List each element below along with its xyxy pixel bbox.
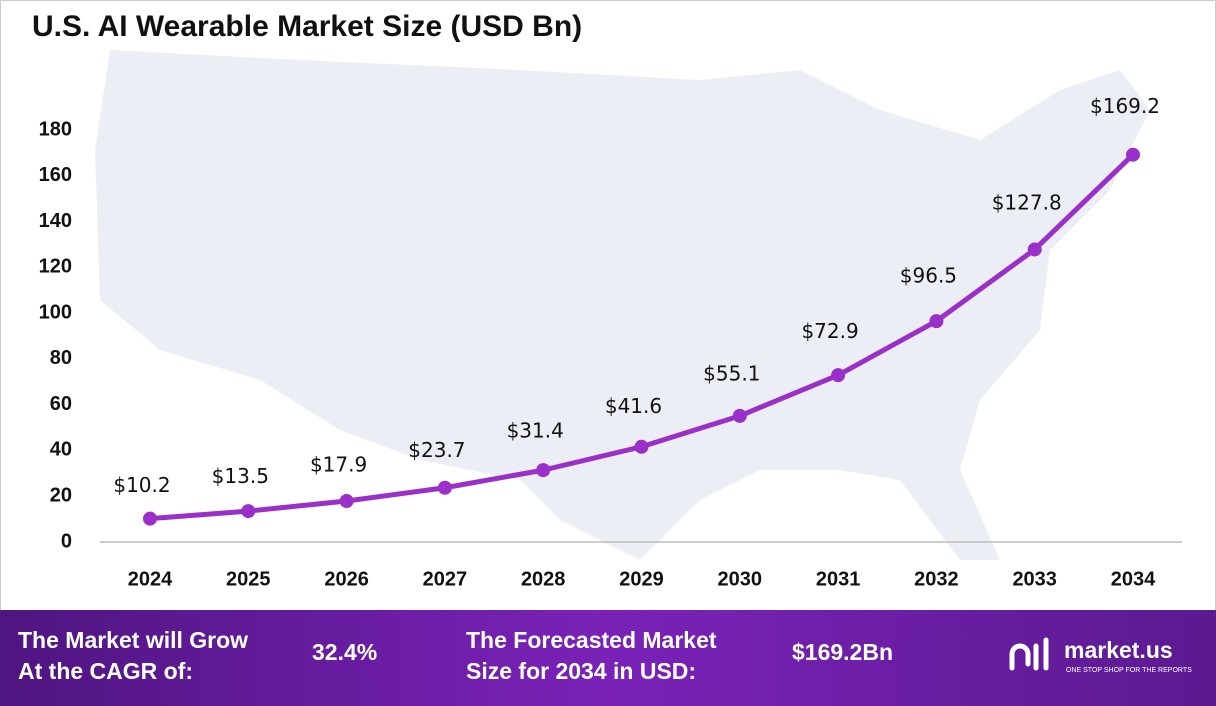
forecast-text: Size for 2034 in USD: (466, 658, 696, 684)
value-label: $23.7 (408, 438, 465, 462)
x-tick-label: 2024 (128, 568, 173, 590)
x-tick-label: 2034 (1111, 568, 1156, 590)
y-tick-label: 40 (50, 439, 72, 461)
forecast-text: The Forecasted Market (466, 627, 717, 653)
logo-icon (1009, 637, 1049, 671)
x-tick-label: 2027 (423, 568, 468, 590)
value-label: $169.2 (1090, 94, 1160, 118)
brand: market.us (1064, 637, 1173, 663)
y-tick-label: 60 (50, 393, 72, 415)
forecast-value: $169.2Bn (792, 639, 893, 665)
map-background (95, 50, 1150, 560)
point (143, 511, 157, 526)
x-tick-label: 2028 (521, 568, 566, 590)
tagline: ONE STOP SHOP FOR THE REPORTS (1066, 667, 1192, 674)
x-tick-label: 2031 (816, 568, 861, 590)
value-label: $96.5 (900, 264, 957, 288)
point (929, 314, 944, 329)
value-label: $72.9 (801, 319, 858, 343)
y-tick-label: 160 (39, 164, 72, 186)
y-tick-label: 80 (50, 347, 72, 369)
x-tick-label: 2032 (914, 568, 959, 590)
chart-title: U.S. AI Wearable Market Size (USD Bn) (32, 10, 582, 43)
value-label: $55.1 (703, 361, 760, 385)
y-tick-label: 180 (39, 118, 72, 140)
x-tick-label: 2030 (718, 568, 763, 590)
value-label: $31.4 (507, 419, 564, 443)
y-tick-label: 100 (39, 301, 72, 323)
point (1027, 242, 1042, 257)
logo: market.us ONE STOP SHOP FOR THE REPORTS (1009, 637, 1192, 674)
x-tick-label: 2033 (1012, 568, 1057, 590)
x-tick-label: 2029 (619, 568, 664, 590)
y-tick-label: 20 (50, 485, 72, 507)
point (732, 408, 747, 423)
y-tick-label: 0 (61, 530, 72, 552)
x-tick-label: 2025 (226, 568, 271, 590)
point (634, 439, 649, 454)
cagr-text: At the CAGR of: (18, 658, 193, 684)
value-label: $41.6 (605, 394, 662, 418)
point (437, 480, 452, 495)
point (339, 494, 354, 509)
cagr-text: The Market will Grow (18, 627, 248, 653)
y-tick-label: 120 (39, 256, 72, 278)
cagr-value: 32.4% (312, 639, 377, 665)
x-tick-label: 2026 (324, 568, 369, 590)
point (241, 504, 256, 519)
value-label: $17.9 (310, 453, 367, 477)
point (536, 463, 551, 478)
point (831, 368, 846, 383)
y-tick-label: 140 (39, 210, 72, 232)
value-label: $10.2 (113, 473, 170, 497)
value-label: $127.8 (992, 190, 1062, 214)
point (1126, 147, 1140, 162)
value-label: $13.5 (212, 464, 269, 488)
